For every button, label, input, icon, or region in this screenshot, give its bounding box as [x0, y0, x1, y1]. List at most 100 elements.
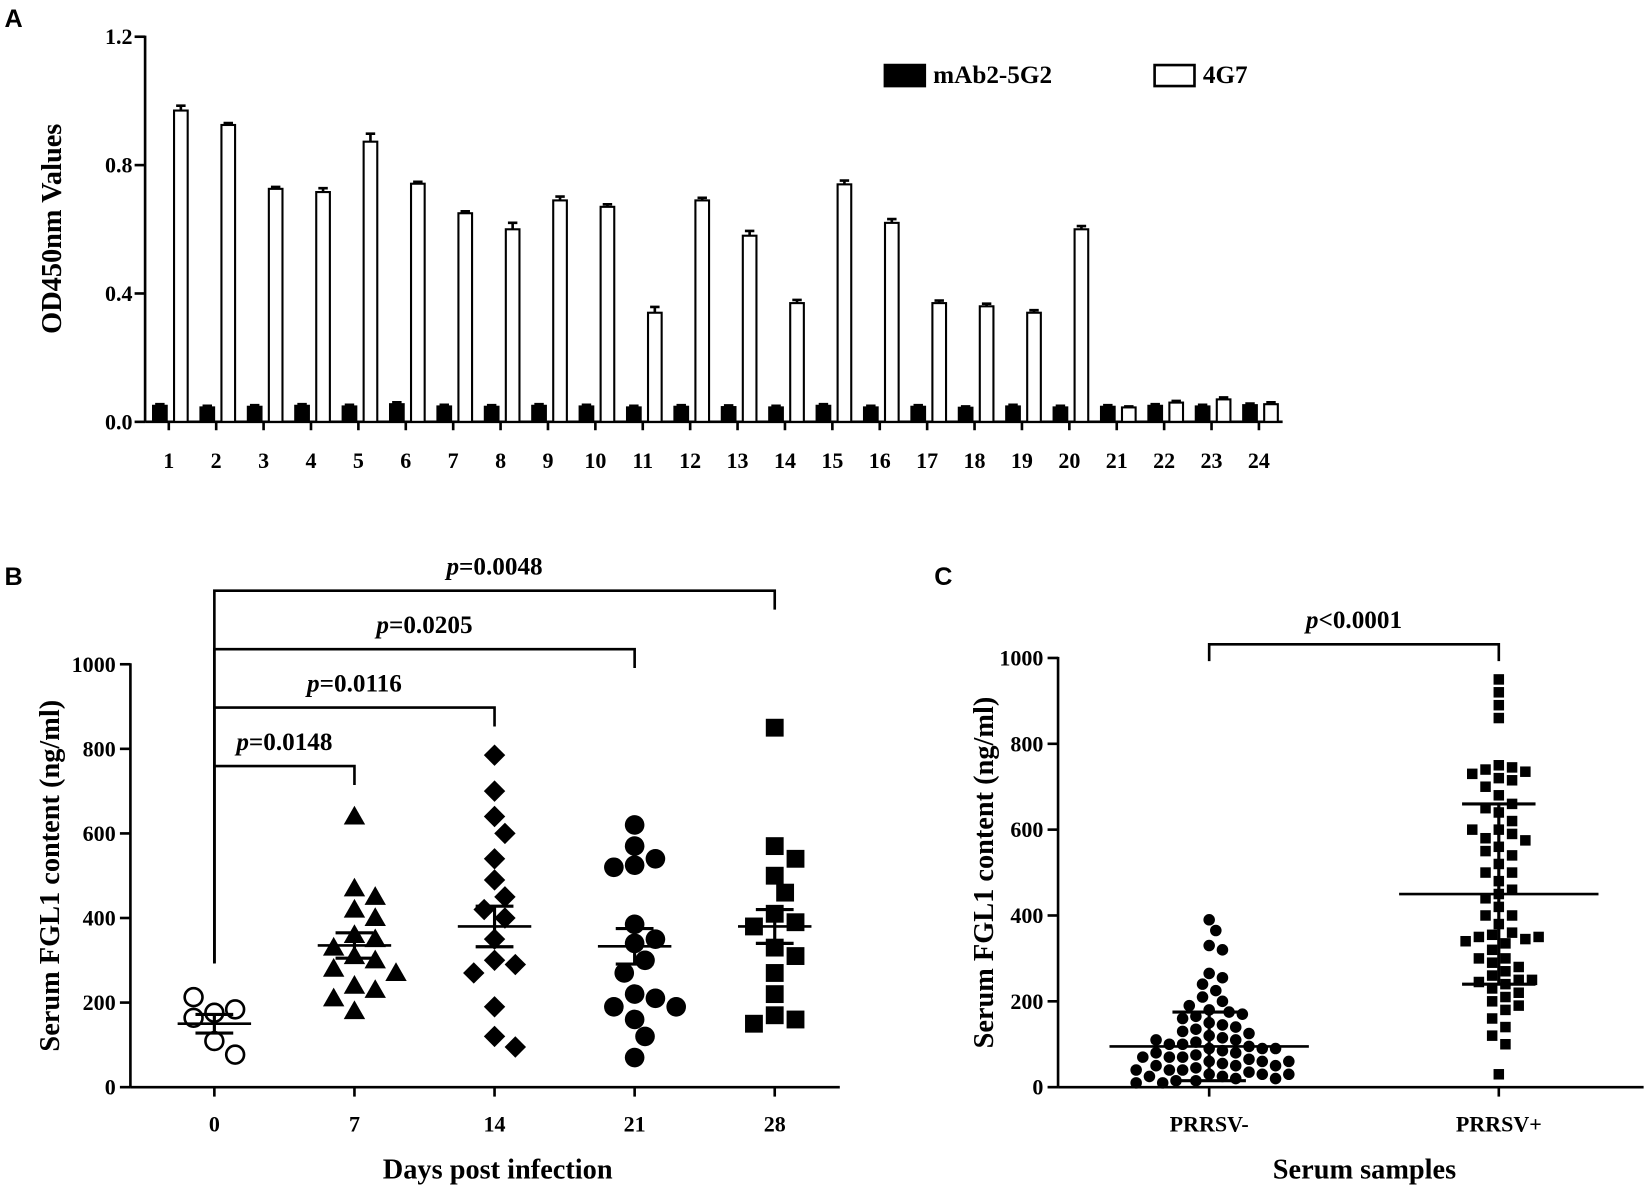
point	[1473, 953, 1485, 964]
point	[1196, 978, 1209, 990]
point	[1143, 1070, 1156, 1083]
bar	[172, 109, 189, 423]
panel-letter: B	[4, 563, 22, 591]
bar	[673, 405, 690, 423]
point	[483, 780, 506, 802]
bar	[741, 234, 758, 423]
point	[343, 805, 366, 825]
y-tick-label: 0	[105, 1075, 116, 1100]
y-tick-label: 0	[1032, 1075, 1043, 1100]
p-value: p<0.0001	[1304, 607, 1402, 634]
x-tick-label: 3	[258, 448, 269, 473]
bar	[267, 187, 284, 423]
point	[786, 913, 805, 932]
point	[1486, 1013, 1498, 1024]
error-bar	[1076, 224, 1087, 230]
error-bar	[202, 404, 212, 408]
bar	[341, 405, 358, 423]
point	[1163, 1051, 1176, 1063]
point	[1506, 867, 1518, 878]
point	[483, 869, 506, 891]
point	[1283, 1055, 1295, 1068]
point	[1229, 1072, 1242, 1085]
p-symbol: p	[444, 553, 459, 580]
point	[624, 855, 645, 875]
point	[483, 744, 506, 766]
bar	[931, 302, 948, 423]
point	[1473, 931, 1485, 943]
x-tick-label: 14	[774, 448, 796, 473]
error-bar	[460, 210, 470, 214]
error-bar	[297, 402, 307, 406]
point	[343, 898, 366, 918]
point	[1176, 1064, 1189, 1076]
point	[1520, 835, 1531, 846]
point	[504, 1036, 527, 1058]
bar	[768, 406, 784, 423]
error-bar	[1055, 404, 1066, 408]
point	[1520, 933, 1531, 945]
point	[1190, 1023, 1202, 1035]
error-bar	[1008, 403, 1018, 407]
error-bar	[392, 400, 402, 405]
point	[183, 986, 204, 1008]
error-bar	[866, 404, 876, 408]
bar	[199, 406, 216, 423]
bar	[1147, 404, 1164, 423]
point	[1506, 910, 1518, 921]
point	[1486, 929, 1498, 941]
bar	[1099, 405, 1116, 423]
bar	[1242, 404, 1258, 423]
panel-letter: A	[4, 5, 22, 33]
bar	[1263, 403, 1279, 423]
error-bar	[439, 403, 449, 407]
point	[1500, 991, 1511, 1003]
point	[765, 964, 784, 982]
error-bar	[413, 180, 423, 184]
point	[1256, 1068, 1269, 1081]
point	[1216, 1044, 1229, 1057]
error-bar	[1245, 402, 1255, 406]
point	[1520, 766, 1531, 777]
point	[1243, 1066, 1255, 1078]
x-tick-label: 24	[1248, 448, 1270, 473]
point	[1130, 1077, 1142, 1089]
x-tick-label: 17	[916, 448, 938, 473]
point	[1229, 1059, 1242, 1072]
point	[1500, 1038, 1511, 1050]
point	[1493, 760, 1505, 771]
point	[1190, 1049, 1202, 1061]
point	[635, 1026, 655, 1047]
x-tick-label: PRRSV+	[1456, 1111, 1542, 1136]
bar	[1215, 398, 1232, 423]
point	[765, 1006, 784, 1025]
point	[364, 886, 386, 905]
bar	[694, 199, 711, 423]
x-tick-label: 8	[495, 448, 506, 473]
point	[1480, 764, 1491, 775]
point	[1130, 1064, 1142, 1076]
error-bar	[155, 402, 165, 406]
point	[1216, 995, 1229, 1008]
point	[1500, 938, 1511, 949]
x-tick-label: 20	[1058, 448, 1080, 473]
point	[624, 1047, 645, 1068]
y-tick-label: 800	[83, 736, 116, 761]
point	[494, 822, 516, 845]
point	[1480, 781, 1491, 792]
point	[1163, 1064, 1176, 1076]
p-symbol: p	[234, 728, 249, 755]
y-axis-label: Serum FGL1 content (ng/ml)	[35, 700, 66, 1052]
bar	[220, 123, 237, 423]
p-value: p=0.0048	[444, 553, 542, 580]
y-tick-label: 400	[1010, 903, 1043, 928]
point	[473, 898, 495, 921]
error-bar	[792, 298, 802, 304]
point	[635, 950, 655, 971]
error-bar	[755, 907, 794, 945]
point	[1216, 1057, 1229, 1070]
bar	[457, 212, 474, 423]
x-tick-label: 21	[624, 1111, 646, 1136]
point	[1486, 983, 1498, 994]
error-bar	[475, 904, 514, 949]
